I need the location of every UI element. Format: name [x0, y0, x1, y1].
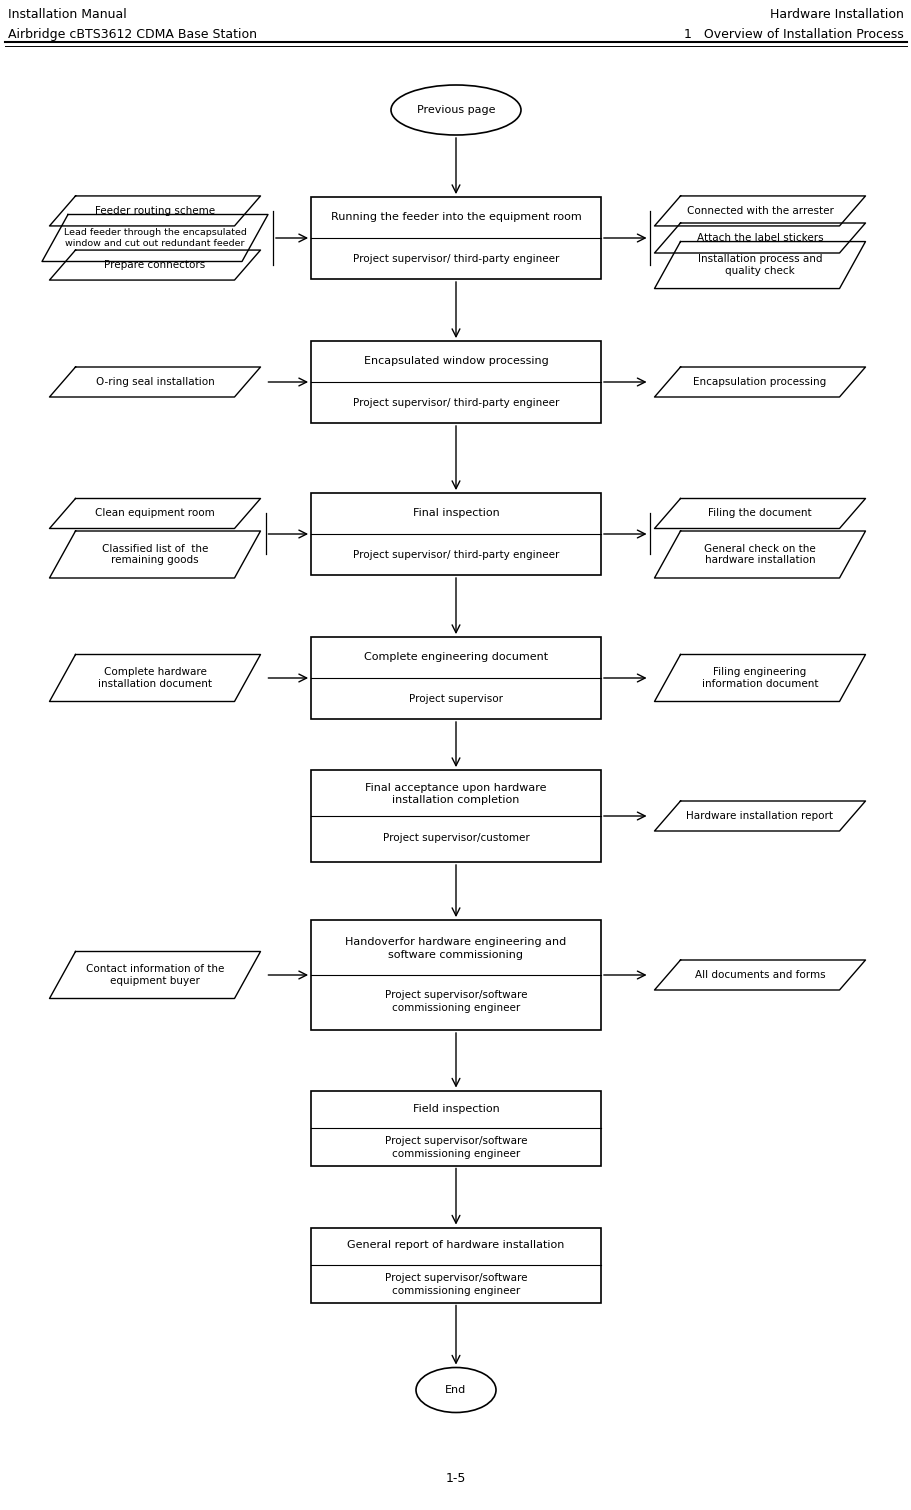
- Text: Complete hardware
installation document: Complete hardware installation document: [97, 667, 211, 689]
- Text: Attach the label stickers: Attach the label stickers: [696, 233, 823, 243]
- Text: Encapsulation processing: Encapsulation processing: [692, 378, 825, 387]
- Text: General check on the
hardware installation: General check on the hardware installati…: [703, 544, 815, 565]
- Text: Clean equipment room: Clean equipment room: [95, 509, 215, 518]
- Text: End: End: [445, 1385, 466, 1395]
- Text: General report of hardware installation: General report of hardware installation: [347, 1241, 564, 1250]
- Bar: [311, 637, 600, 719]
- Text: Project supervisor/ third-party engineer: Project supervisor/ third-party engineer: [353, 550, 558, 560]
- Text: Project supervisor/software
commissioning engineer: Project supervisor/software commissionin…: [384, 1273, 527, 1296]
- Text: Airbridge cBTS3612 CDMA Base Station: Airbridge cBTS3612 CDMA Base Station: [8, 29, 257, 41]
- Bar: [311, 1228, 600, 1303]
- Text: Complete engineering document: Complete engineering document: [363, 652, 548, 661]
- Text: Project supervisor/software
commissioning engineer: Project supervisor/software commissionin…: [384, 1137, 527, 1158]
- Text: Installation Manual: Installation Manual: [8, 8, 127, 21]
- Text: Final acceptance upon hardware
installation completion: Final acceptance upon hardware installat…: [364, 782, 547, 805]
- Text: Hardware installation report: Hardware installation report: [686, 811, 833, 821]
- Bar: [311, 920, 600, 1030]
- Text: Lead feeder through the encapsulated
window and cut out redundant feeder: Lead feeder through the encapsulated win…: [64, 228, 246, 248]
- Bar: [311, 492, 600, 575]
- Text: Feeder routing scheme: Feeder routing scheme: [95, 205, 215, 216]
- Text: Project supervisor/ third-party engineer: Project supervisor/ third-party engineer: [353, 254, 558, 264]
- Text: Hardware Installation: Hardware Installation: [769, 8, 903, 21]
- Text: Prepare connectors: Prepare connectors: [104, 260, 205, 270]
- Text: Contact information of the
equipment buyer: Contact information of the equipment buy…: [86, 965, 224, 986]
- Text: All documents and forms: All documents and forms: [694, 969, 824, 980]
- Bar: [311, 196, 600, 279]
- Bar: [311, 341, 600, 423]
- Text: Project supervisor/customer: Project supervisor/customer: [383, 834, 528, 843]
- Text: Handoverfor hardware engineering and
software commissioning: Handoverfor hardware engineering and sof…: [345, 938, 566, 960]
- Text: Classified list of  the
remaining goods: Classified list of the remaining goods: [102, 544, 208, 565]
- Text: Filing engineering
information document: Filing engineering information document: [701, 667, 817, 689]
- Bar: [311, 770, 600, 862]
- Text: Running the feeder into the equipment room: Running the feeder into the equipment ro…: [331, 211, 580, 222]
- Text: Connected with the arrester: Connected with the arrester: [686, 205, 833, 216]
- Text: 1   Overview of Installation Process: 1 Overview of Installation Process: [683, 29, 903, 41]
- Text: Project supervisor/software
commissioning engineer: Project supervisor/software commissionin…: [384, 991, 527, 1013]
- Text: Field inspection: Field inspection: [412, 1104, 499, 1113]
- Text: Final inspection: Final inspection: [412, 507, 499, 518]
- Text: Project supervisor/ third-party engineer: Project supervisor/ third-party engineer: [353, 399, 558, 408]
- Text: Project supervisor: Project supervisor: [408, 695, 503, 704]
- Text: Previous page: Previous page: [416, 106, 495, 115]
- Text: O-ring seal installation: O-ring seal installation: [96, 378, 214, 387]
- Text: 1-5: 1-5: [445, 1472, 466, 1484]
- Bar: [311, 1090, 600, 1166]
- Text: Encapsulated window processing: Encapsulated window processing: [363, 356, 548, 365]
- Text: Filing the document: Filing the document: [708, 509, 811, 518]
- Text: Installation process and
quality check: Installation process and quality check: [697, 254, 822, 276]
